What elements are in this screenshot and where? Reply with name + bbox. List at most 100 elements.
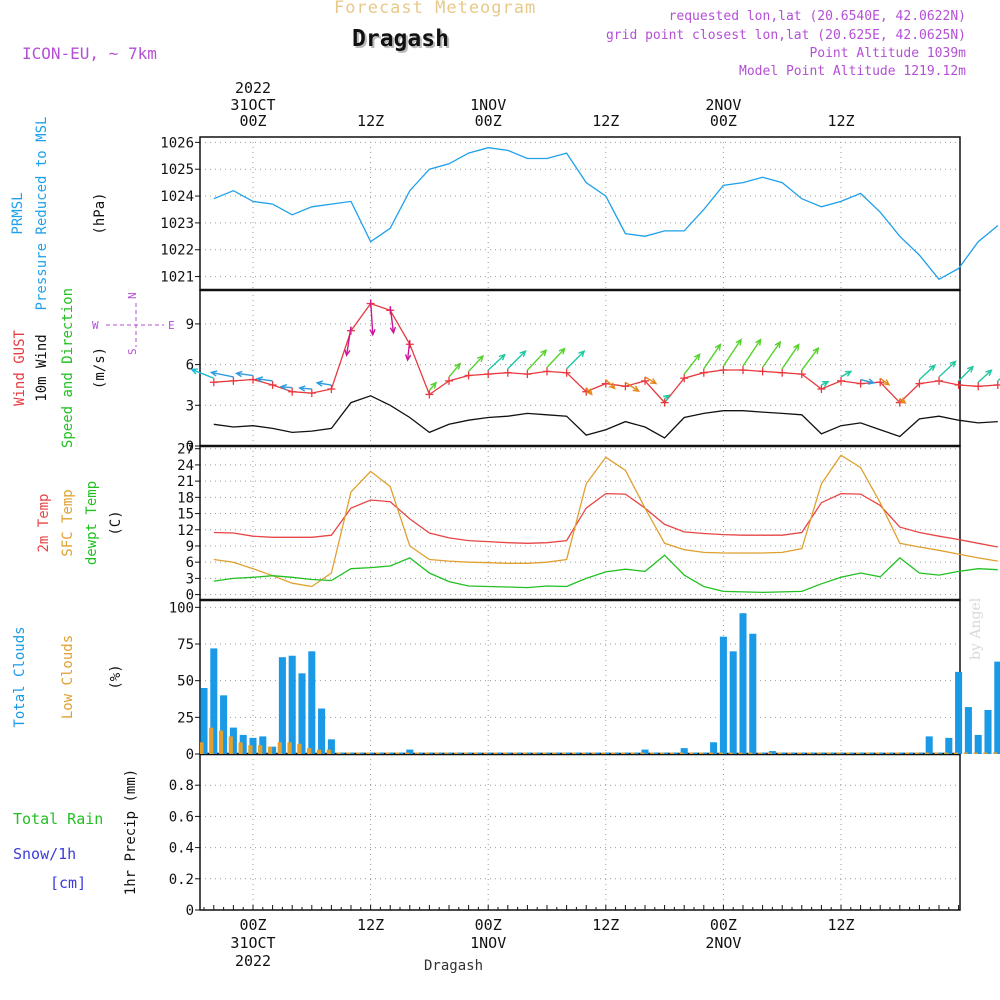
series-gust-point [543, 367, 551, 376]
cloud-bar-total [563, 752, 571, 754]
series-gust-point [621, 382, 630, 391]
cloud-bar-total [386, 752, 394, 754]
cloud-bar-low [993, 752, 998, 754]
wind-arrow [255, 376, 273, 383]
cloud-bar-total [269, 746, 277, 754]
cloud-bar-low [650, 752, 655, 754]
series-gust-point [837, 376, 845, 385]
wind-arrow [546, 347, 566, 368]
cloud-bar-total [553, 752, 561, 754]
wind-arrow [781, 343, 800, 370]
xtick-label-top: 00Z [710, 112, 737, 130]
compass-e: E [168, 319, 175, 332]
cloud-bar-total [406, 749, 414, 754]
wind-arrow [742, 338, 762, 367]
wind-arrow [938, 360, 957, 378]
wind-arrow [722, 338, 742, 367]
cloud-bar-total [670, 752, 678, 754]
ylabel-wind: Speed and Direction [60, 288, 76, 448]
cloud-bar-low [591, 752, 596, 754]
wind-arrow [662, 394, 671, 401]
cloud-bar-low [522, 752, 527, 754]
ytick-label: 18 [177, 490, 194, 506]
cloud-bar-low [944, 752, 949, 754]
series-gust-point [268, 380, 277, 389]
ytick-label: 3 [186, 398, 194, 414]
cloud-bar-total [974, 734, 982, 754]
precip-legend: Total Rain [13, 810, 103, 828]
wind-arrow [487, 353, 506, 371]
cloud-bar-low [728, 752, 733, 754]
series-gust-point [601, 379, 610, 388]
cloud-bar-low [934, 752, 939, 754]
cloud-bar-total [327, 739, 335, 754]
ylabel-pressure: PRMSL [10, 192, 26, 234]
cloud-bar-total [523, 752, 531, 754]
series-gust-point [915, 379, 924, 388]
cloud-bar-low [914, 752, 919, 754]
series-gust-point [523, 370, 532, 379]
cloud-bar-low [326, 749, 331, 754]
series-gust-point [425, 390, 434, 399]
cloud-bar-low [610, 752, 616, 754]
date-label-top: 31OCT [230, 96, 275, 114]
cloud-bar-total [857, 752, 865, 754]
cloud-bar-total [866, 752, 874, 754]
cloud-bar-low [816, 752, 821, 754]
cloud-bar-low [699, 752, 704, 754]
cloud-bar-low [238, 742, 243, 754]
cloud-bar-total [229, 727, 237, 754]
wind-arrow [566, 350, 586, 370]
cloud-bar-low [738, 752, 743, 754]
xtick-label-bottom: 00Z [239, 916, 266, 934]
cloud-bar-total [416, 752, 424, 754]
date-label-bottom: 2NOV [705, 934, 741, 952]
cloud-bar-total [278, 657, 286, 754]
cloud-bar-total [435, 752, 443, 754]
cloud-bar-low [444, 752, 449, 754]
cloud-bar-low [640, 752, 645, 754]
xtick-label-bottom: 12Z [592, 916, 619, 934]
wind-arrow [625, 381, 640, 393]
cloud-bar-total [612, 752, 620, 754]
ytick-label: 21 [177, 474, 194, 490]
ytick-label: 1025 [160, 162, 194, 178]
precip-legend: [cm] [50, 874, 86, 892]
product-title: Forecast Meteogram [334, 0, 537, 18]
year-label-top: 2022 [235, 79, 271, 97]
ytick-label: 9 [186, 539, 194, 555]
cloud-bar-total [719, 636, 727, 754]
cloud-bar-low [630, 752, 635, 754]
ytick-label: 50 [177, 674, 194, 690]
cloud-bar-low [512, 752, 518, 754]
cloud-bar-total [425, 752, 433, 754]
ytick-label: 25 [177, 710, 194, 726]
series-gust-point [876, 378, 885, 387]
cloud-bar-total [259, 736, 267, 754]
wind-arrow [958, 365, 975, 382]
wind-arrow [344, 326, 352, 357]
ytick-label: 12 [177, 523, 194, 539]
cloud-bar-total [210, 648, 218, 754]
cloud-bar-total [298, 673, 306, 754]
series-gust-point [229, 376, 238, 385]
cloud-bar-low [777, 752, 782, 754]
ylabel-temperature: 2m Temp [36, 493, 52, 552]
cloud-bar-total [915, 752, 923, 754]
panel-pressure [195, 136, 961, 291]
cloud-bar-low [375, 752, 380, 754]
point-altitude: Point Altitude 1039m [809, 46, 966, 61]
compass-legend [106, 303, 164, 347]
wind-arrow [279, 383, 293, 391]
cloud-bar-low [473, 752, 478, 754]
model-altitude: Model Point Altitude 1219.12m [739, 64, 966, 79]
cloud-bar-low [885, 752, 890, 754]
series-gust-point [327, 385, 336, 394]
cloud-bar-low [532, 752, 537, 754]
cloud-bar-low [307, 748, 312, 754]
ytick-label: 27 [177, 442, 194, 458]
wind-arrow [298, 385, 312, 392]
cloud-bar-total [651, 752, 659, 754]
ylabel-clouds: Low Clouds [60, 635, 76, 719]
